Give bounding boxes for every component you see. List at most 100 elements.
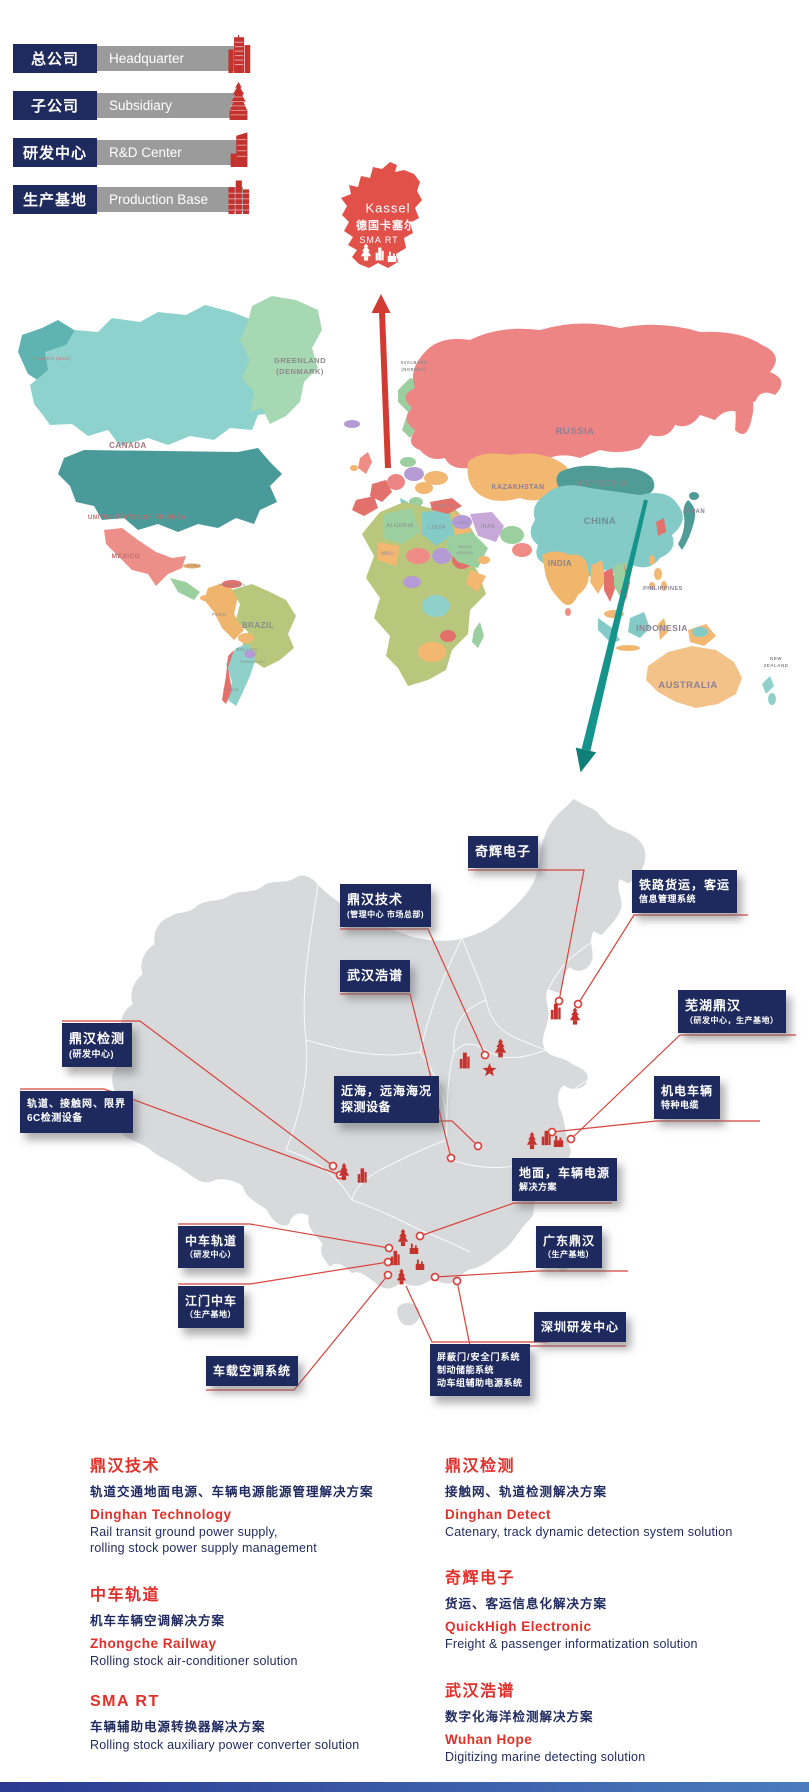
continent-south-america: [204, 580, 296, 706]
continent-africa: [362, 502, 486, 686]
leader-lines: [20, 869, 796, 1391]
legend-row-r-d-center: 研发中心 R&D Center: [13, 138, 243, 167]
company-dinghan-detect: 鼎汉检测 接触网、轨道检测解决方案 Dinghan Detect Catenary, …: [445, 1452, 775, 1540]
company-dinghan-detect-en-desc: Catenary, track dynamic detection system…: [445, 1525, 733, 1539]
callout-jidian-line-0: 机电车辆: [661, 1084, 714, 1098]
callout-tielu-line-1: 信息管理系统: [639, 894, 697, 905]
callout-tielu-line-0: 铁路货运，客运: [639, 878, 731, 892]
callout-jiangmen: 江门中车 （生产基地）: [178, 1286, 245, 1328]
world-label-arabia: ARABIA: [457, 551, 474, 555]
world-label-philippines: PHILIPPINES: [643, 586, 683, 592]
company-wuhan-hope-zh-desc: 数字化海洋检测解决方案: [445, 1709, 594, 1724]
legend-zh-r-d-center: 研发中心: [13, 138, 97, 167]
world-label-australia: AUSTRALIA: [658, 680, 717, 691]
location-dot: [430, 1272, 440, 1282]
r-d-center-building-icon: [225, 129, 252, 167]
world-label-united-states-of-america: UNITED STATES OF AMERICA: [88, 515, 186, 521]
world-label-china: CHINA: [584, 516, 617, 527]
world-label-zealand: ZEALAND: [764, 663, 789, 668]
callout-qihui-line-0: 奇辉电子: [475, 844, 532, 859]
building-marker-icon: [397, 1228, 409, 1247]
callout-pingbi: 屏蔽门/安全门系统 制动储能系统动车组辅助电源系统: [430, 1344, 530, 1397]
company-dinghan-technology-zh-desc: 轨道交通地面电源、车辆电源能源管理解决方案: [90, 1485, 374, 1499]
location-dot: [446, 1153, 456, 1163]
company-zhongche-railway-zh-name: 中车轨道: [90, 1586, 161, 1604]
world-label-russia: RUSSIA: [556, 426, 595, 437]
world-map-labels: CANADA ALASKA (USA) GREENLAND (DENMARK) UNIT…: [33, 356, 789, 692]
company-dinghan-detect-zh-desc: 接触网、轨道检测解决方案: [445, 1485, 608, 1499]
callout-jinhai-line-0: 近海，远海海况: [341, 1084, 433, 1098]
world-label-cuba: CUBA: [187, 563, 200, 568]
world-map: CANADA ALASKA (USA) GREENLAND (DENMARK) UNIT…: [18, 296, 789, 708]
location-dot: [473, 1141, 483, 1151]
callout-dinghan-detect-line-0: 鼎汉检测: [69, 1031, 126, 1046]
legend-en-production-base: Production Base: [97, 187, 243, 212]
callout-pingbi-line-1: 制动储能系统: [437, 1364, 495, 1375]
world-label-canada: CANADA: [109, 441, 147, 450]
building-marker-icon: [390, 1250, 400, 1266]
legend-zh-headquarter: 总公司: [13, 44, 97, 73]
callout-dinghan-tech-leader-line: [340, 928, 486, 1056]
building-marker-icon: [338, 1162, 350, 1181]
continent-asia: [405, 323, 782, 618]
callout-shenzhen: 深圳研发中心: [534, 1312, 627, 1343]
callout-zhongche: 中车轨道 （研发中心）: [178, 1226, 245, 1268]
building-marker-icon: [459, 1052, 470, 1069]
continent-oceania: [598, 612, 776, 708]
location-dot: [383, 1270, 393, 1280]
legend-zh-subsidiary: 子公司: [13, 91, 97, 120]
subsidiary-building-icon: [225, 82, 252, 120]
location-dot: [383, 1257, 393, 1267]
world-label-turkey: TURKEY: [434, 503, 455, 508]
decoration-layer: [341, 162, 648, 773]
china-shape: [110, 797, 647, 1290]
company-zhongche-railway: 中车轨道 机车车辆空调解决方案 Zhongche Railway Rolling st…: [90, 1581, 400, 1669]
legend-row-subsidiary: 子公司 Subsidiary: [13, 91, 243, 120]
world-label-algeria: ALGERIA: [386, 523, 413, 529]
world-label-iraq: IRAQ: [457, 521, 468, 525]
world-label-bolivia: BOLIVIA: [236, 647, 257, 652]
company-dinghan-detect-zh-name: 鼎汉检测: [445, 1458, 516, 1475]
callout-dimian-line-0: 地面，车辆电源: [519, 1166, 611, 1180]
legend-en-subsidiary: Subsidiary: [97, 93, 243, 118]
world-label-indonesia: INDONESIA: [636, 623, 688, 633]
callout-dinghan-detect-line-1: (研发中心): [69, 1048, 114, 1059]
world-label-alaska-usa-: ALASKA (USA): [33, 356, 71, 361]
world-label-brazil: BRAZIL: [242, 621, 274, 630]
building-marker-icon: [526, 1131, 538, 1150]
company-wuhan-hope: 武汉浩谱 数字化海洋检测解决方案 Wuhan Hope Digitizing mari…: [445, 1677, 775, 1765]
legend-zh-production-base: 生产基地: [13, 185, 97, 214]
company-sma-rt-zh-name: SMA RT: [90, 1692, 160, 1710]
building-marker-icon: [494, 1038, 507, 1058]
callout-qihui-leader-line: [468, 869, 585, 1002]
callout-wuhu: 芜湖鼎汉 （研发中心，生产基地）: [678, 990, 786, 1034]
location-dot: [452, 1276, 462, 1286]
company-wuhan-hope-zh-name: 武汉浩谱: [445, 1682, 516, 1700]
callout-6c: 轨道、接触网、限界 6C检测设备: [20, 1091, 133, 1133]
callout-qihui: 奇辉电子: [468, 836, 539, 868]
legend-row-headquarter: 总公司 Headquarter: [13, 44, 243, 73]
world-label-iran: IRAN: [481, 524, 495, 530]
callout-pingbi-line-0: 屏蔽门/安全门系统: [437, 1352, 521, 1362]
callout-pingbi-line-2: 动车组辅助电源系统: [437, 1377, 523, 1388]
callout-dinghan-tech-line-1: (管理中心 市场总部): [347, 909, 425, 919]
callout-pingbi-leader-line: [405, 1285, 548, 1343]
world-label-chile: CHILE: [223, 687, 239, 692]
germany-label-1: 德国卡塞尔: [356, 220, 416, 232]
company-quickhigh-electronic-zh-desc: 货运、客运信息化解决方案: [445, 1597, 608, 1612]
location-dot: [384, 1243, 394, 1253]
footer-bar: [0, 1782, 809, 1792]
callout-jidian-leader-line: [551, 1120, 760, 1133]
world-label-mongolia: MONGOLIA: [578, 478, 629, 488]
legend-row-production-base: 生产基地 Production Base: [13, 185, 243, 214]
callout-dinghan-detect: 鼎汉检测 (研发中心): [62, 1023, 133, 1068]
callout-guangdong-leader-line: [434, 1270, 628, 1278]
world-label--denmark-: (DENMARK): [276, 367, 324, 376]
callout-zhongche-line-1: （研发中心）: [185, 1250, 236, 1260]
world-label-kazakhstan: KAZAKHSTAN: [491, 484, 544, 491]
company-zhongche-railway-en-name: Zhongche Railway: [90, 1635, 217, 1651]
germany-buildings-icon: [360, 243, 397, 262]
location-dot: [335, 1170, 345, 1180]
location-dot: [328, 1161, 338, 1171]
